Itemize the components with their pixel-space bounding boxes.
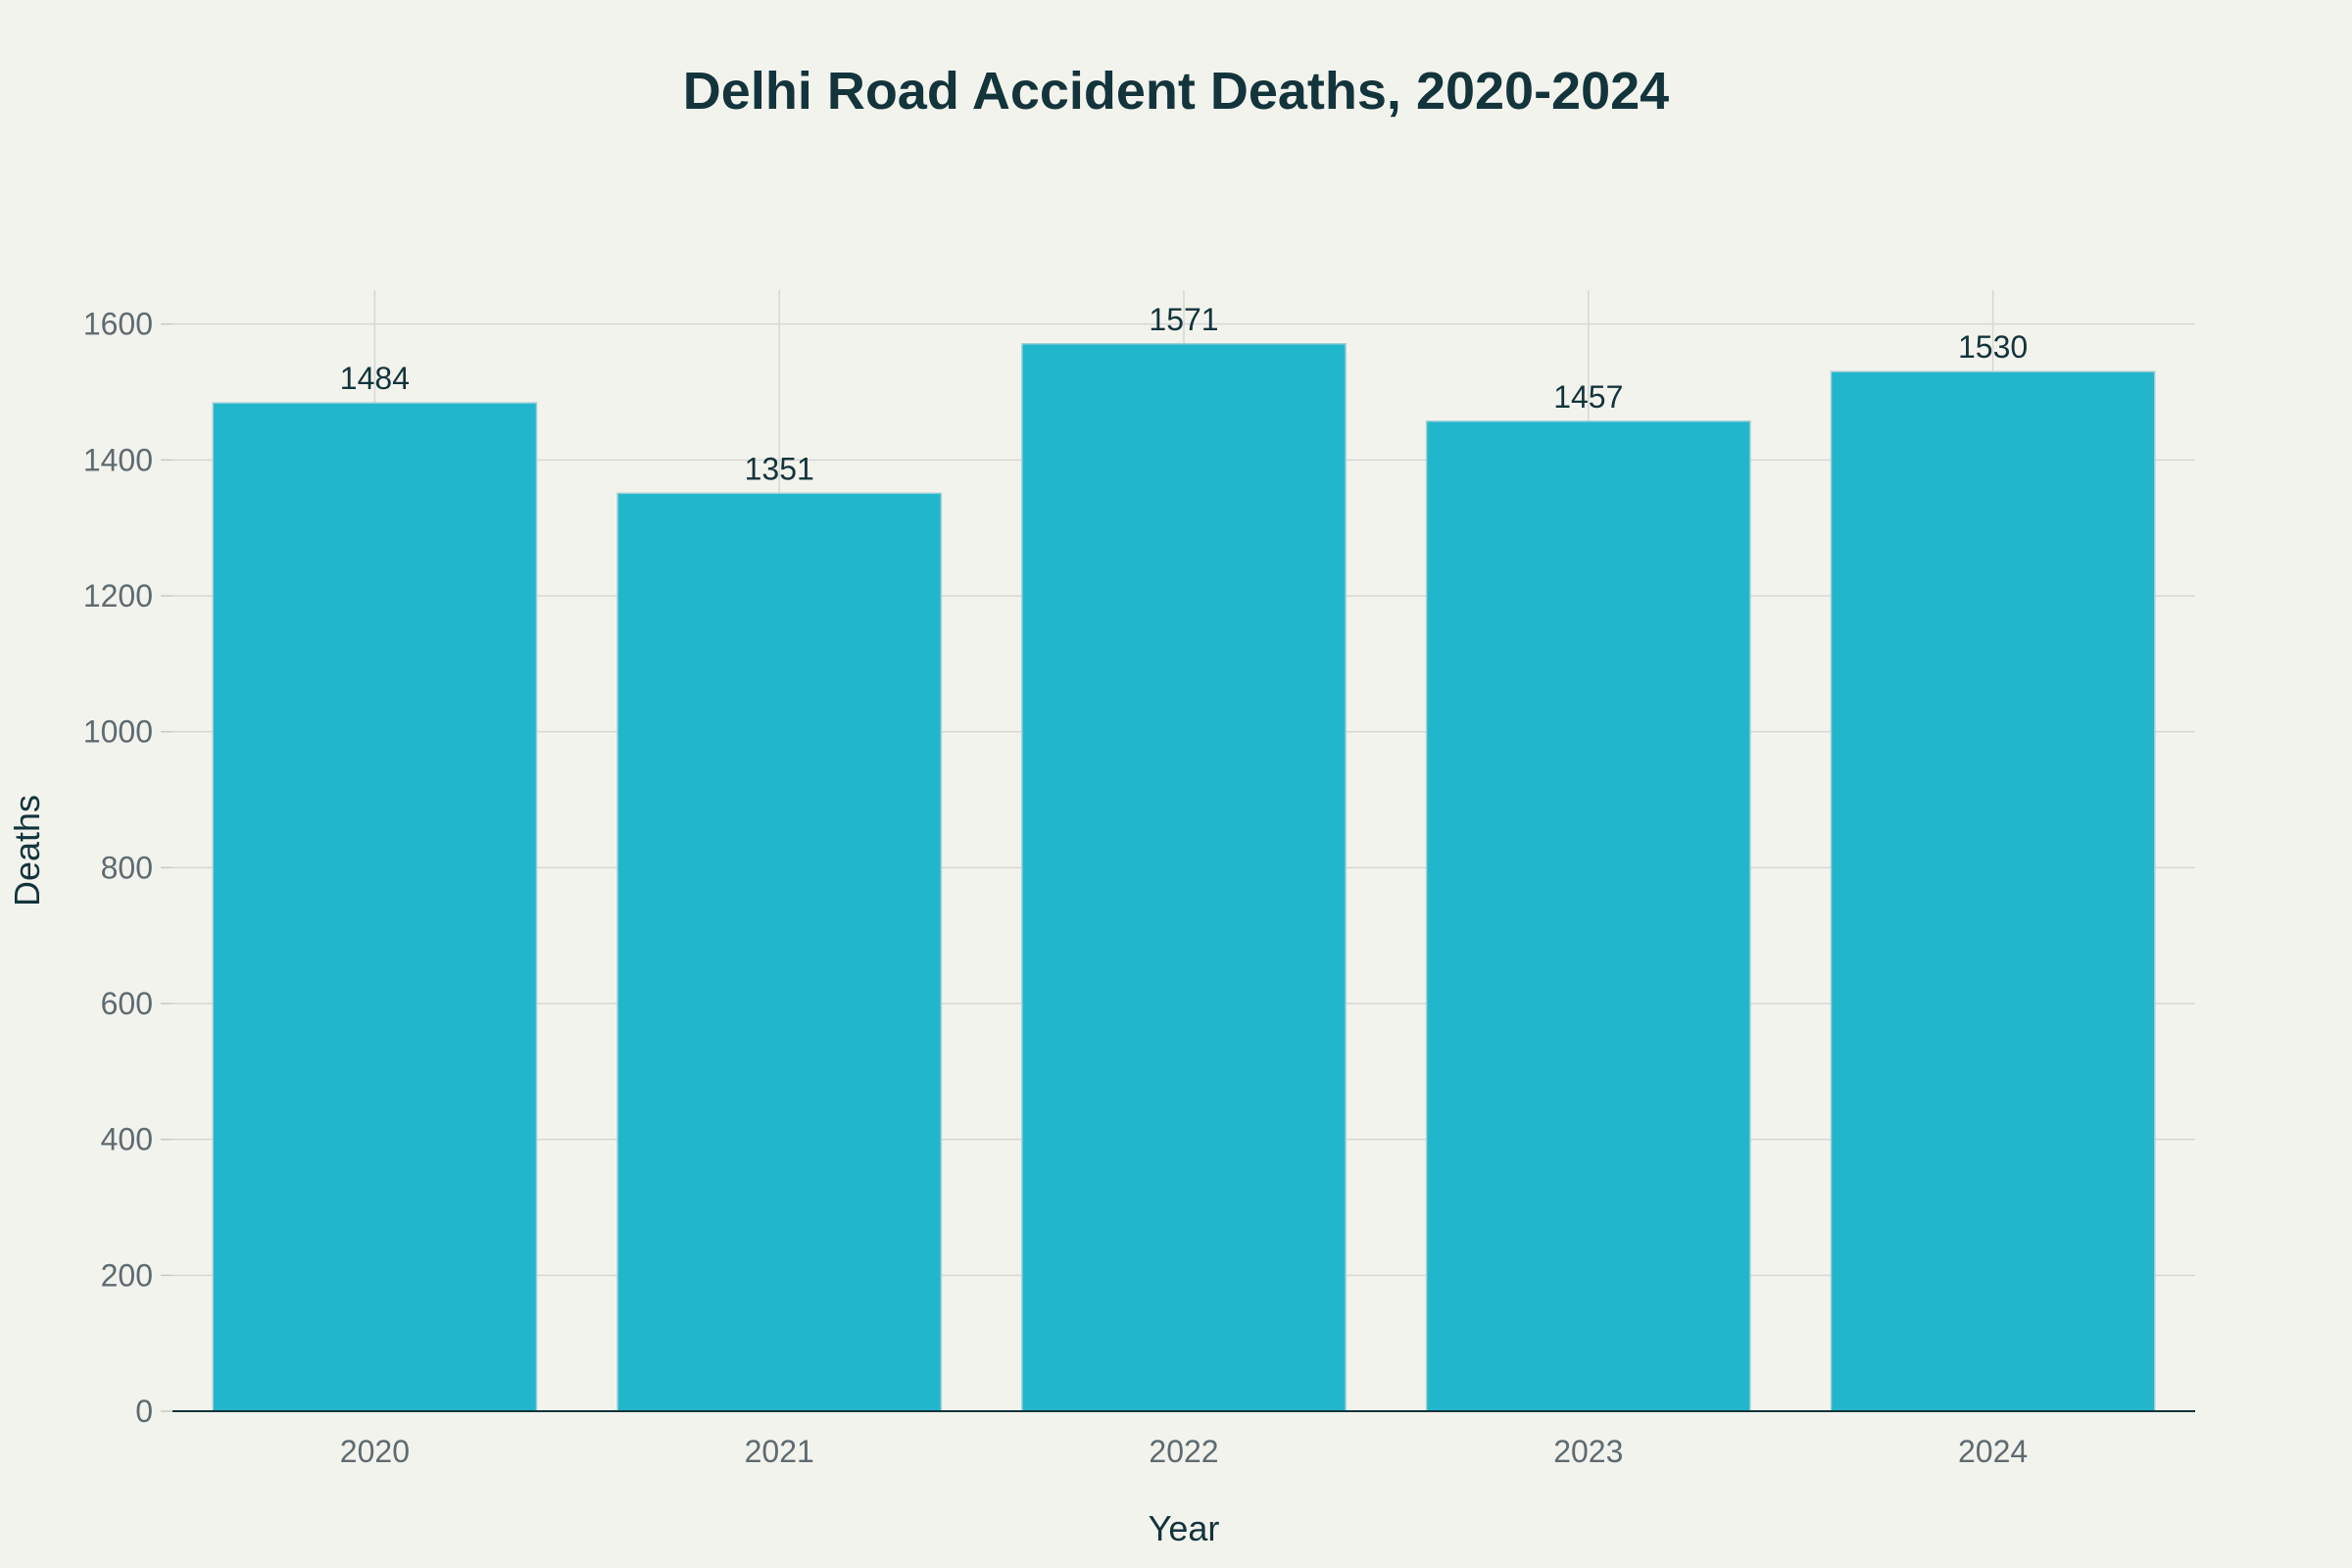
y-tick-label: 1600	[83, 307, 153, 342]
x-tick-label: 2023	[1553, 1434, 1623, 1469]
bar-2024	[1830, 370, 2156, 1412]
y-tick-label: 600	[101, 986, 153, 1021]
y-tick-label: 0	[135, 1394, 153, 1429]
data-label-2021: 1351	[745, 451, 814, 486]
x-axis-title: Year	[1149, 1508, 1220, 1548]
y-tick-label: 1200	[83, 578, 153, 613]
bar-2021	[616, 492, 943, 1412]
y-axis-ticks: 0 200 400 600 800 1000 1200 1400 1600	[83, 307, 172, 1429]
bars	[212, 343, 2156, 1412]
y-tick-label: 200	[101, 1257, 153, 1293]
data-labels: 1484 1351 1571 1457 1530	[340, 302, 2028, 487]
x-tick-label: 2022	[1149, 1434, 1218, 1469]
data-label-2024: 1530	[1958, 329, 2028, 365]
y-tick-label: 400	[101, 1122, 153, 1157]
chart-title: Delhi Road Accident Deaths, 2020-2024	[682, 62, 1670, 121]
bar-2023	[1425, 420, 1751, 1412]
y-tick-label: 800	[101, 850, 153, 885]
x-tick-label: 2021	[745, 1434, 814, 1469]
x-tick-label: 2020	[340, 1434, 410, 1469]
data-label-2023: 1457	[1553, 379, 1623, 415]
data-label-2020: 1484	[340, 361, 410, 396]
x-axis-ticks: 2020 2021 2022 2023 2024	[340, 1434, 2028, 1469]
y-axis-title: Deaths	[7, 795, 47, 906]
bar-2020	[212, 402, 538, 1412]
y-tick-label: 1000	[83, 714, 153, 750]
y-tick-label: 1400	[83, 442, 153, 477]
data-label-2022: 1571	[1149, 302, 1218, 337]
bar-2022	[1021, 343, 1347, 1412]
x-tick-label: 2024	[1958, 1434, 2028, 1469]
